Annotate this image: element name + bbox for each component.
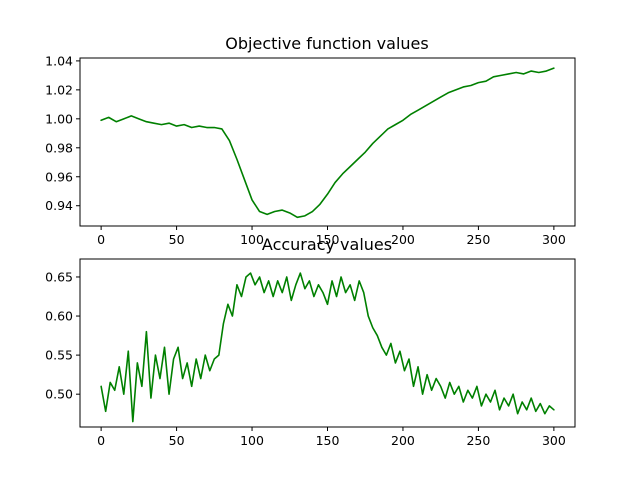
accuracy-series	[100, 272, 555, 423]
accuracy-y-tick-label: 0.60	[45, 309, 73, 324]
objective-x-tick-label: 50	[169, 232, 185, 247]
objective-y-tick-label: 1.04	[45, 53, 73, 68]
accuracy-x-tick-label: 300	[542, 433, 566, 448]
objective-x-tick-label: 0	[97, 232, 105, 247]
objective-series-line	[100, 67, 555, 219]
accuracy-plot: 0 50 100 150 200 250 300 0.50 0.55 0.60 0.65 Accu…	[45, 235, 576, 448]
objective-x-tick-label: 300	[542, 232, 566, 247]
objective-y-tick-label: 1.00	[45, 111, 73, 126]
objective-x-axis: 0 50 100 150 200 250 300	[97, 226, 566, 247]
accuracy-x-tick-label: 150	[316, 433, 340, 448]
accuracy-axes	[79, 258, 576, 428]
objective-y-axis: 0.94 0.96 0.98 1.00 1.02 1.04	[45, 53, 80, 213]
objective-x-tick-label: 250	[466, 232, 490, 247]
accuracy-x-tick-label: 0	[97, 433, 105, 448]
accuracy-x-axis: 0 50 100 150 200 250 300	[97, 427, 566, 448]
accuracy-x-tick-label: 50	[169, 433, 185, 448]
objective-series	[100, 67, 555, 219]
objective-y-tick-label: 0.94	[45, 198, 73, 213]
accuracy-y-tick-label: 0.65	[45, 269, 73, 284]
accuracy-x-tick-label: 250	[466, 433, 490, 448]
accuracy-series-line	[100, 272, 555, 423]
objective-plot: Objective function values 0 50 100 150 200 25…	[45, 34, 576, 247]
accuracy-x-tick-label: 100	[240, 433, 264, 448]
objective-y-tick-label: 0.96	[45, 169, 73, 184]
accuracy-y-tick-label: 0.50	[45, 387, 73, 402]
objective-y-tick-label: 1.02	[45, 82, 73, 97]
accuracy-y-axis: 0.50 0.55 0.60 0.65	[45, 269, 80, 402]
objective-axes	[79, 57, 576, 227]
accuracy-x-tick-label: 200	[391, 433, 415, 448]
accuracy-y-tick-label: 0.55	[45, 348, 73, 363]
objective-x-tick-label: 200	[391, 232, 415, 247]
objective-x-tick-label: 100	[240, 232, 264, 247]
accuracy-title: Accuracy values	[262, 235, 392, 254]
objective-x-tick-label: 150	[316, 232, 340, 247]
objective-y-tick-label: 0.98	[45, 140, 73, 155]
objective-title: Objective function values	[225, 34, 428, 53]
